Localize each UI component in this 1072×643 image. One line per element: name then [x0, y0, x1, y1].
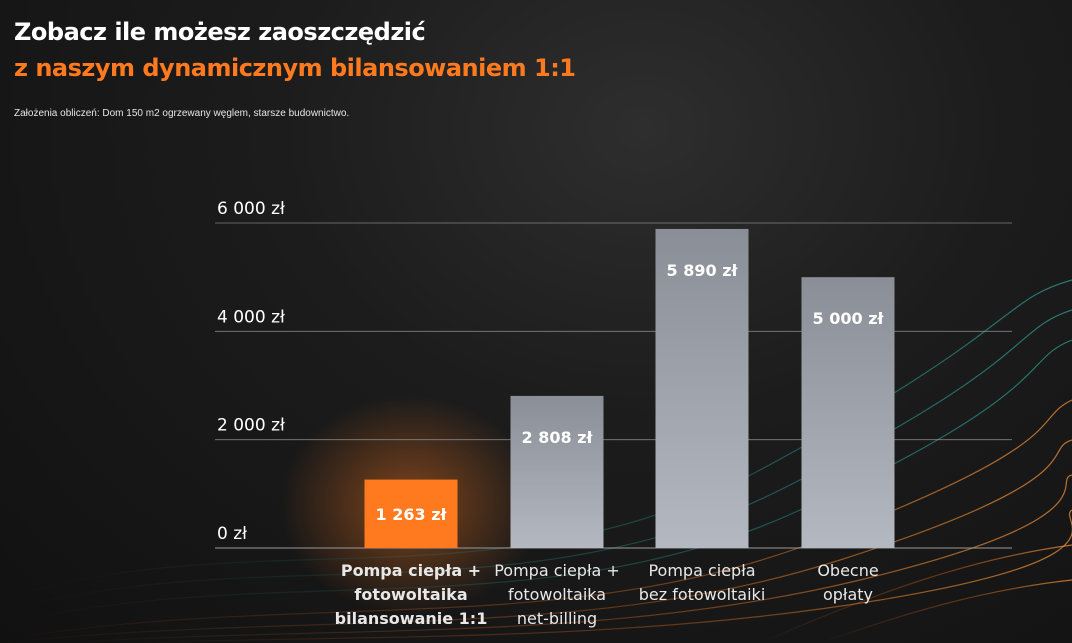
x-tick-label-line: Obecne [817, 561, 878, 580]
x-tick-label-line: bez fotowoltaiki [639, 585, 766, 604]
bar [801, 277, 895, 548]
bar-value-label: 2 808 zł [522, 428, 594, 447]
x-tick-label: Pompa ciepła + fotowoltaika bilansowanie 1… [335, 561, 488, 628]
assumptions-note: Założenia obliczeń: Dom 150 m2 ogrzewany… [14, 108, 350, 119]
bar [364, 479, 458, 548]
category-labels: Pompa ciepła + fotowoltaika bilansowanie 1… [335, 561, 879, 628]
x-tick-label-line: fotowoltaika [508, 585, 606, 604]
x-tick-label-line: bilansowanie 1:1 [335, 609, 488, 628]
bar-value-label: 5 000 zł [813, 309, 885, 328]
y-tick-label: 4 000 zł [217, 307, 285, 327]
x-tick-label-line: Pompa ciepła [648, 561, 755, 580]
bar [655, 228, 749, 549]
header: Zobacz ile możesz zaoszczędzić z naszym … [14, 14, 576, 119]
x-tick-label-line: fotowoltaika [354, 585, 467, 604]
page-title: Zobacz ile możesz zaoszczędzić [14, 18, 426, 46]
bars: 1 263 zł 2 808 zł 5 890 zł 5 000 zł [364, 228, 895, 549]
y-tick-label: 2 000 zł [217, 416, 285, 436]
y-tick-label: 0 zł [217, 524, 247, 544]
x-tick-label-line: net-billing [517, 609, 597, 628]
bar [510, 395, 604, 548]
page-subtitle: z naszym dynamicznym bilansowaniem 1:1 [14, 54, 576, 82]
x-tick-label-line: opłaty [823, 585, 873, 604]
bar-value-label: 1 263 zł [376, 505, 448, 524]
bar-value-label: 5 890 zł [667, 261, 739, 280]
x-tick-label: Obecne opłaty [817, 561, 878, 604]
x-tick-label: Pompa ciepła bez fotowoltaiki [639, 561, 766, 604]
x-tick-label-line: Pompa ciepła + [341, 561, 481, 580]
x-tick-label-line: Pompa ciepła + [494, 561, 620, 580]
y-axis-ticks: 0 zł 2 000 zł 4 000 zł 6 000 zł [217, 199, 285, 544]
y-tick-label: 6 000 zł [217, 199, 285, 219]
x-tick-label: Pompa ciepła + fotowoltaika net-billing [494, 561, 620, 628]
